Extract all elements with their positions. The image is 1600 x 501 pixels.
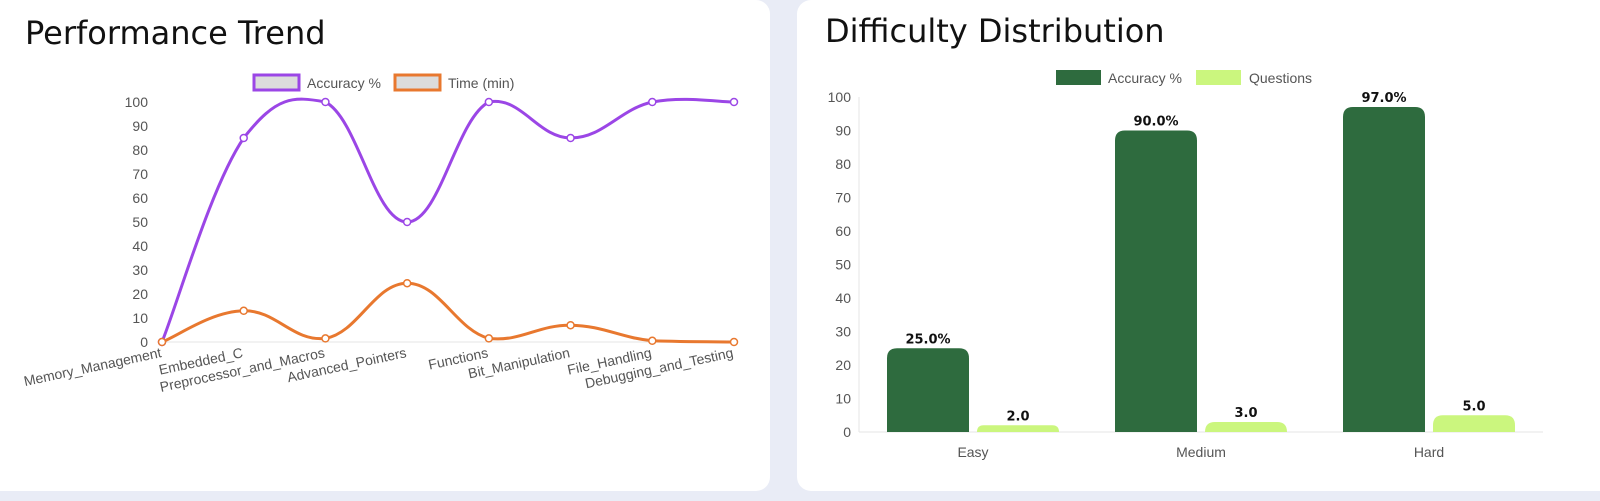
legend-swatch bbox=[393, 73, 442, 92]
y-tick-label: 100 bbox=[828, 89, 852, 105]
bar-value-label: 5.0 bbox=[1462, 399, 1485, 414]
difficulty-distribution-card: Difficulty Distribution 0 10 20 30 40 50 60 70 8… bbox=[797, 0, 1600, 491]
bar-value-label: 90.0% bbox=[1133, 115, 1178, 130]
y-tick-label: 20 bbox=[132, 286, 148, 302]
data-point bbox=[239, 133, 248, 143]
y-tick-label: 90 bbox=[132, 118, 148, 134]
bar bbox=[1115, 130, 1197, 432]
bar bbox=[977, 425, 1059, 432]
x-tick-label: Hard bbox=[1414, 444, 1444, 460]
x-tick-label: Memory_Management bbox=[22, 344, 162, 389]
x-tick-label: Medium bbox=[1176, 444, 1226, 460]
y-tick-label: 10 bbox=[835, 391, 851, 407]
difficulty-distribution-chart: 0 10 20 30 40 50 60 70 80 90 100 Easy 25.0% 2.0 Medium… bbox=[828, 70, 1543, 460]
y-tick-label: 50 bbox=[132, 214, 148, 230]
y-tick-label: 90 bbox=[835, 123, 851, 139]
legend-label: Time (min) bbox=[448, 75, 514, 91]
legend-swatch bbox=[1056, 70, 1101, 85]
y-tick-label: 40 bbox=[132, 238, 148, 254]
data-point bbox=[484, 97, 494, 107]
x-tick-label: Easy bbox=[957, 444, 988, 460]
bar bbox=[1433, 415, 1515, 432]
y-tick-label: 80 bbox=[835, 156, 851, 172]
data-point bbox=[729, 337, 739, 347]
legend-swatch bbox=[1196, 70, 1241, 85]
bar bbox=[1205, 421, 1287, 432]
y-tick-label: 20 bbox=[835, 357, 851, 373]
data-point bbox=[239, 306, 248, 316]
series-line bbox=[161, 281, 735, 344]
data-point bbox=[566, 133, 575, 143]
data-point bbox=[157, 337, 167, 347]
bar bbox=[887, 348, 969, 432]
legend-label: Accuracy % bbox=[307, 75, 381, 91]
y-tick-label: 80 bbox=[132, 142, 148, 158]
y-tick-label: 0 bbox=[140, 334, 148, 350]
y-tick-label: 70 bbox=[835, 190, 851, 206]
bar-value-label: 97.0% bbox=[1361, 91, 1406, 106]
data-point bbox=[402, 278, 412, 288]
y-tick-label: 50 bbox=[835, 257, 851, 273]
y-tick-label: 0 bbox=[843, 424, 851, 440]
data-point bbox=[566, 320, 575, 330]
data-point bbox=[729, 97, 739, 107]
y-tick-label: 30 bbox=[835, 324, 851, 340]
performance-trend-chart: 0102030405060708090100Memory_ManagementE… bbox=[22, 73, 739, 395]
data-point bbox=[648, 336, 657, 346]
data-point bbox=[648, 97, 657, 107]
legend-swatch bbox=[252, 73, 301, 92]
legend-label: Questions bbox=[1249, 70, 1312, 86]
y-tick-label: 40 bbox=[835, 290, 851, 306]
bar bbox=[1343, 107, 1425, 433]
card-title: Difficulty Distribution bbox=[825, 12, 1165, 50]
data-point bbox=[321, 334, 330, 343]
performance-trend-card: Performance Trend 0 10 20 30 40 50 60 70 80 90 100… bbox=[0, 0, 770, 491]
card-title: Performance Trend bbox=[25, 14, 326, 52]
bar-value-label: 25.0% bbox=[905, 332, 950, 347]
data-point bbox=[484, 334, 494, 343]
bar-value-label: 2.0 bbox=[1006, 409, 1029, 424]
data-point bbox=[402, 217, 412, 227]
y-tick-label: 70 bbox=[132, 166, 148, 182]
y-tick-label: 100 bbox=[125, 94, 149, 110]
legend-label: Accuracy % bbox=[1108, 70, 1182, 86]
y-tick-label: 60 bbox=[132, 190, 148, 206]
bar-value-label: 3.0 bbox=[1234, 406, 1257, 421]
y-tick-label: 30 bbox=[132, 262, 148, 278]
y-tick-label: 60 bbox=[835, 223, 851, 239]
y-tick-label: 10 bbox=[132, 310, 148, 326]
data-point bbox=[321, 97, 330, 107]
